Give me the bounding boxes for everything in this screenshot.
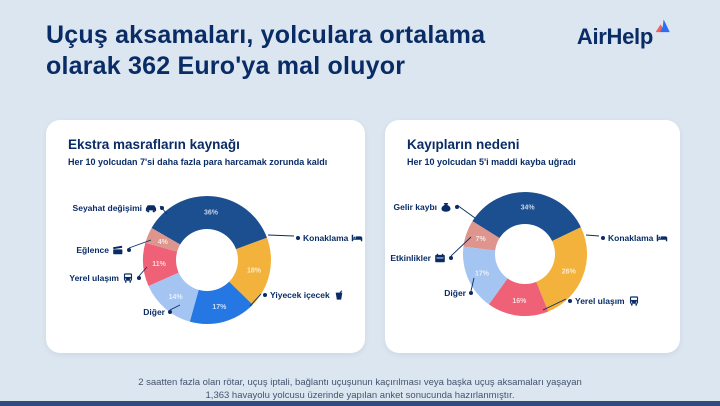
legend-label-text: Gelir kaybı [393, 202, 437, 212]
segment-percent-label: 16% [512, 298, 527, 305]
legend-label-text: Eğlence [76, 245, 109, 255]
leader-line [542, 298, 567, 311]
bus-icon [629, 296, 638, 306]
film-icon [113, 245, 123, 255]
segment-percent-label: 7% [476, 236, 487, 243]
legend-item: Diğer [143, 306, 172, 318]
legend-bus: Yerel ulaşım [69, 272, 141, 284]
drink-icon [335, 290, 343, 300]
legend-dot [137, 276, 141, 280]
card-title: Ekstra masrafların kaynağı [68, 137, 240, 152]
car-icon [145, 205, 157, 213]
footnote: 2 saatten fazla olan rötar, uçuş iptali,… [138, 376, 582, 402]
legend-dot [263, 293, 267, 297]
legend-car: Seyahat değişimi [73, 202, 164, 214]
segment-percent-label: 26% [562, 269, 577, 276]
donut-svg: 34% 26% 16% 17% 7% [450, 192, 600, 317]
card-subtitle: Her 10 yolcudan 7'si daha fazla para har… [68, 157, 328, 167]
segment-percent-label: 14% [169, 294, 184, 301]
leader-line [128, 239, 152, 249]
bus-icon [123, 273, 133, 283]
legend-label-text: Diğer [143, 307, 165, 317]
legend-dot [449, 256, 453, 260]
legend-dot [568, 299, 572, 303]
legend-dot [469, 291, 473, 295]
leader-line [249, 293, 262, 307]
leader-line [267, 234, 295, 237]
airhelp-logo: AirHelp [576, 19, 670, 50]
legend-dot [168, 310, 172, 314]
segment-percent-label: 34% [521, 205, 536, 212]
legend-item: Diğer [444, 287, 473, 299]
leader-line [138, 266, 148, 277]
legend-label-text: Konaklama [608, 233, 654, 243]
money-bag-icon [441, 203, 451, 212]
legend-label-text: Yerel ulaşım [575, 296, 625, 306]
bottom-accent-bar [0, 401, 720, 406]
legend-calendar: Etkinlikler [390, 252, 453, 264]
legend-dot [296, 236, 300, 240]
legend-dot [601, 236, 605, 240]
legend-bed: Konaklama [601, 232, 668, 244]
legend-label-text: Yiyecek içecek [270, 290, 330, 300]
bed-icon [657, 234, 668, 242]
legend-dot [127, 248, 131, 252]
donut-svg: 36% 18% 17% 14% 11% 4% [128, 195, 295, 324]
segment-percent-label: 4% [158, 239, 169, 246]
card-subtitle: Her 10 yolcudan 5'i maddi kayba uğradı [407, 157, 576, 167]
calendar-icon [435, 253, 445, 263]
leader-line [585, 234, 600, 237]
card-title: Kayıpların nedeni [407, 137, 520, 152]
segment-percent-label: 17% [475, 271, 490, 278]
segment-percent-label: 36% [204, 210, 219, 217]
legend-bed: Konaklama [296, 232, 363, 244]
legend-dot [160, 206, 164, 210]
legend-label-text: Yerel ulaşım [69, 273, 119, 283]
legend-drink: Yiyecek içecek [263, 289, 345, 301]
donut-chart-extra-costs: 36% 18% 17% 14% 11% 4% [46, 178, 365, 353]
leader-line [450, 236, 472, 257]
leader-line [470, 277, 475, 292]
card-loss-reasons: Kayıpların nedeni Her 10 yolcudan 5'i ma… [385, 120, 680, 353]
legend-label-text: Seyahat değişimi [72, 203, 142, 213]
legend-label-text: Diğer [444, 288, 466, 298]
legend-label-text: Konaklama [303, 233, 349, 243]
donut-chart-loss-reasons: 34% 26% 16% 17% 7% [385, 178, 680, 353]
card-extra-costs: Ekstra masrafların kaynağı Her 10 yolcud… [46, 120, 365, 353]
legend-bus: Yerel ulaşım [568, 295, 640, 307]
bed-icon [352, 234, 363, 242]
airhelp-logo-mark-icon [655, 19, 670, 33]
page-title: Uçuş aksamaları, yolculara ortalama olar… [46, 21, 486, 81]
leader-line [169, 304, 181, 311]
segment-percent-label: 11% [152, 261, 166, 268]
legend-label-text: Etkinlikler [390, 253, 431, 263]
leader-line [456, 204, 476, 219]
airhelp-logo-text: AirHelp [576, 24, 653, 49]
segment-percent-label: 18% [247, 268, 262, 275]
legend-film: Eğlence [76, 244, 131, 256]
segment-percent-label: 17% [212, 304, 227, 311]
legend-money-bag: Gelir kaybı [394, 201, 459, 213]
legend-dot [455, 205, 459, 209]
